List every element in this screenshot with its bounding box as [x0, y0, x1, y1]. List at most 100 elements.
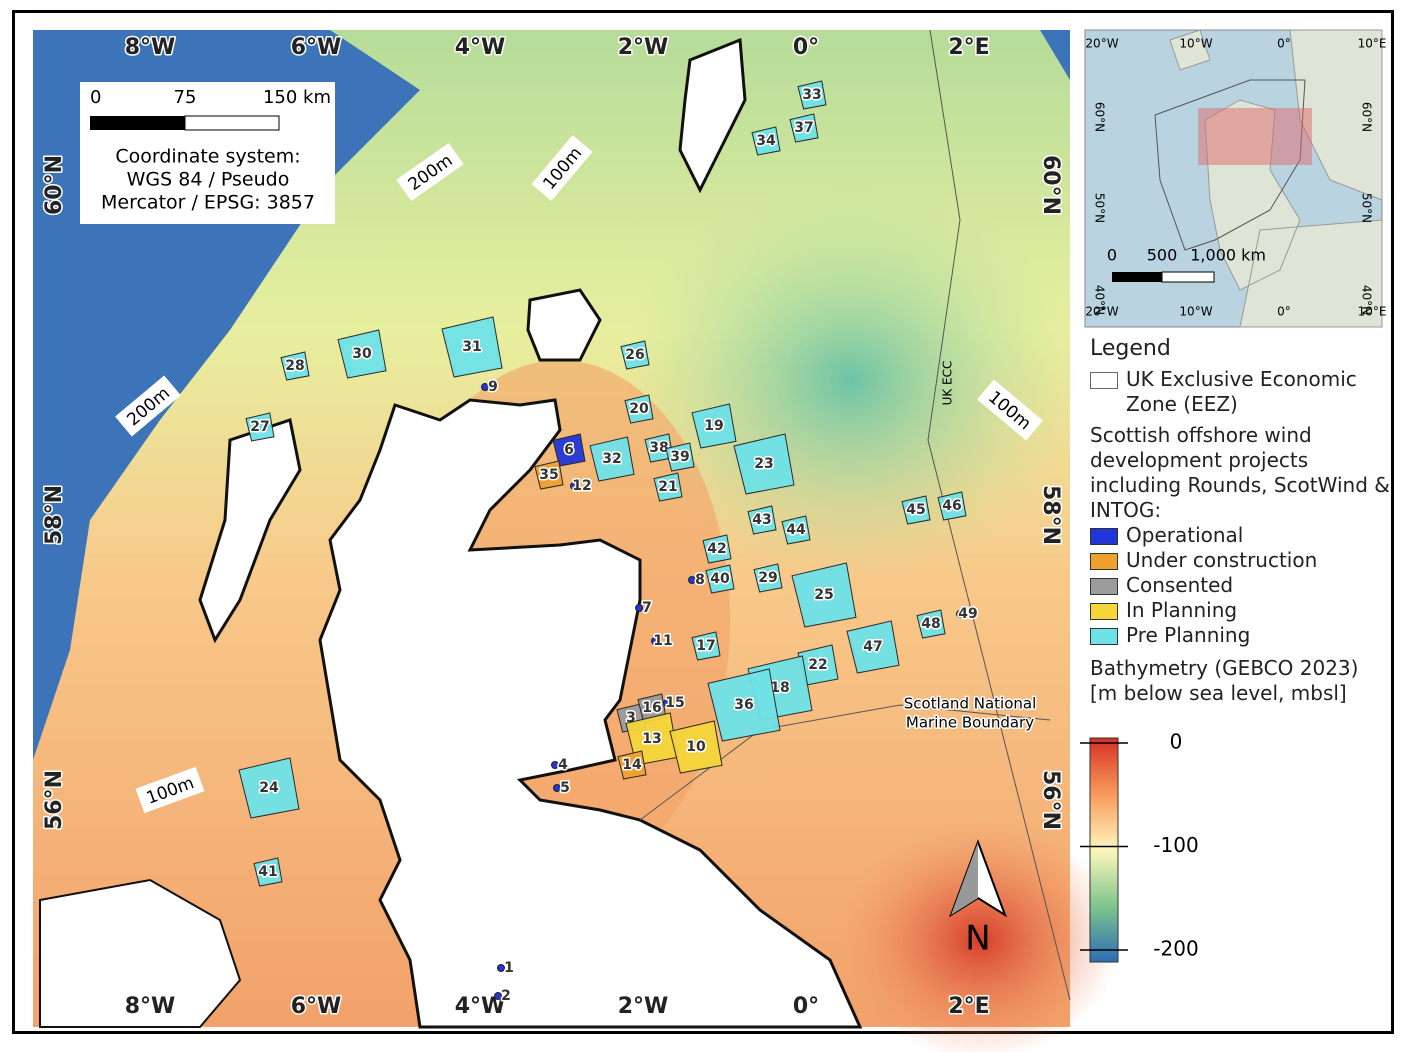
project-label: 44: [786, 522, 806, 538]
project-label: 12: [572, 478, 591, 494]
project-label: 11: [653, 633, 672, 649]
contour-label-box: [396, 142, 464, 202]
lat-label: 56°N: [1038, 770, 1063, 830]
inset-lat-label: 50°N: [1360, 193, 1374, 223]
project-label: 29: [758, 570, 777, 586]
bathymetry-title: Bathymetry (GEBCO 2023) [m below sea lev…: [1090, 656, 1359, 705]
shallow-bank: [840, 820, 1120, 1052]
project-label: 4: [558, 757, 568, 773]
project-label: 8: [695, 572, 705, 588]
project-label: 36: [734, 697, 753, 713]
legend-eez: UK Exclusive Economic Zone (EEZ): [1090, 367, 1390, 417]
project-area: [789, 113, 819, 143]
status-list: Operational Under construction Consented In…: [1090, 523, 1390, 648]
project-label: 27: [250, 419, 269, 435]
project-area: [791, 562, 857, 628]
marine-boundary: [639, 704, 1051, 821]
deep-basin: [620, 180, 1080, 580]
legend-swatch: [1090, 528, 1118, 545]
project-area: [553, 784, 561, 792]
legend-label: Consented: [1126, 573, 1234, 597]
project-area: [589, 436, 635, 482]
project-area: [497, 964, 505, 972]
project-label: 32: [602, 451, 621, 467]
crs-note: WGS 84 / Pseudo: [127, 169, 290, 191]
project-label: 39: [670, 449, 689, 465]
lon-label: 2°E: [948, 994, 989, 1019]
scale-label: 0: [90, 87, 101, 108]
lat-label: 58°N: [1038, 485, 1063, 545]
project-area: [624, 394, 654, 424]
project-label: 7: [642, 600, 652, 616]
uk-ecc-line: [927, 29, 1071, 1001]
project-area: [691, 631, 721, 661]
project-area: [846, 620, 900, 674]
scale-box: [80, 82, 335, 224]
lat-label: 58°N: [42, 485, 67, 545]
project-area: [901, 495, 931, 525]
inset-eez: [1154, 79, 1306, 251]
project-label: 18: [770, 680, 789, 696]
contour-label-box: [135, 766, 205, 814]
inset-lon-label: 10°W: [1179, 37, 1212, 51]
project-label: 40: [710, 571, 730, 587]
project-area: [617, 750, 647, 780]
legend-swatch: [1090, 603, 1118, 620]
lon-label: 2°W: [618, 35, 669, 60]
project-label: 20: [629, 401, 649, 417]
lat-label: 56°N: [42, 770, 67, 830]
inset-extent: [1198, 108, 1312, 165]
legend-label: Pre Planning: [1126, 623, 1251, 647]
project-label: 23: [754, 456, 773, 472]
project-area: [441, 316, 503, 378]
project-area: [707, 668, 781, 742]
colorbar: [1089, 737, 1119, 963]
land-hebrides: [198, 418, 302, 644]
crs-note: Mercator / EPSG: 3857: [101, 192, 315, 214]
legend-item: Under construction: [1090, 548, 1390, 573]
north-arrow-shade: [951, 842, 978, 915]
project-label: 33: [802, 87, 821, 103]
project-area: [797, 80, 827, 110]
contour-label-box: [115, 375, 181, 437]
project-label: 15: [665, 695, 684, 711]
project-label: 34: [756, 133, 776, 149]
inset-lon-label: 0°: [1277, 305, 1291, 319]
project-area: [253, 857, 283, 887]
legend-title: Legend: [1090, 336, 1171, 361]
scale-label: 150 km: [263, 87, 331, 108]
boundary-label: Marine Boundary: [906, 714, 1034, 732]
project-area: [691, 403, 737, 449]
project-area: [635, 604, 643, 612]
eez-label: UK Exclusive Economic Zone (EEZ): [1126, 367, 1357, 416]
legend-label: Operational: [1126, 523, 1244, 547]
lon-label: 4°W: [455, 35, 506, 60]
project-label: 31: [462, 339, 481, 355]
inset-lat-label: 50°N: [1093, 193, 1107, 223]
project-label: 49: [958, 606, 977, 622]
legend-swatch: [1090, 553, 1118, 570]
legend: Legend UK Exclusive Economic Zone (EEZ) …: [1090, 336, 1390, 706]
project-label: 30: [352, 346, 372, 362]
project-area: [552, 433, 586, 467]
project-area: [570, 482, 578, 490]
scale-label: 75: [174, 87, 197, 108]
project-label: 14: [622, 757, 642, 773]
lon-label: 2°W: [618, 994, 669, 1019]
lon-label: 0°: [793, 35, 819, 60]
inset-lat-label: 40°N: [1360, 285, 1374, 315]
scale-bar-black: [90, 116, 185, 130]
contour-label-box: [531, 135, 593, 201]
project-area: [751, 126, 781, 156]
inset-scale-label: 1,000 km: [1190, 246, 1266, 265]
inset-lon-label: 20°W: [1085, 305, 1118, 319]
project-area: [747, 505, 777, 535]
project-area: [702, 534, 732, 564]
project-area: [688, 576, 696, 584]
project-area: [245, 412, 275, 442]
colorbar-tick-label: -100: [1153, 833, 1198, 857]
project-label: 26: [625, 347, 644, 363]
project-label: 19: [704, 418, 723, 434]
project-area: [534, 460, 564, 490]
project-label: 46: [942, 498, 961, 514]
